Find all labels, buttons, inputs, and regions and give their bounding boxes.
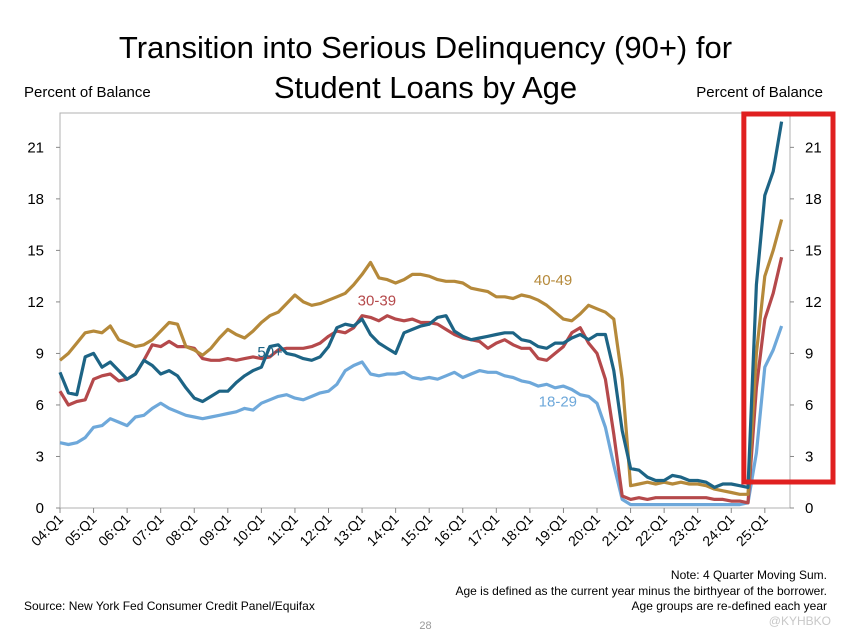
left-axis-unit-label: Percent of Balance [24,84,151,101]
y-tick-label-right: 3 [805,448,813,465]
y-tick-label-right: 18 [805,191,822,208]
x-tick-label: 10:Q1 [229,511,267,549]
y-tick-label-left: 18 [27,191,44,208]
y-tick-label-left: 9 [36,345,44,362]
note-line-3: Age groups are re-defined each year [631,599,827,613]
source-note: Source: New York Fed Consumer Credit Pan… [24,599,315,613]
series-line-40-49 [58,219,784,496]
series-label-18-29: 18-29 [539,393,577,410]
plot-frame [59,112,791,509]
note-line-1: Note: 4 Quarter Moving Sum. [670,568,827,582]
watermark: @KYHBKO [768,614,831,628]
note-line-2: Age is defined as the current year minus… [455,584,827,598]
y-tick-label-right: 0 [805,500,813,517]
series-label-30-39: 30-39 [358,293,396,310]
x-tick-label: 21:Q1 [598,511,636,549]
x-tick-label: 05:Q1 [61,511,99,549]
page-number: 28 [419,620,432,632]
x-tick-label: 25:Q1 [733,511,771,549]
x-tick-label: 09:Q1 [196,511,234,549]
y-tick-label-left: 21 [27,139,44,156]
chart-title-text: Transition into Serious Delinquency (90+… [118,30,733,105]
x-tick-label: 04:Q1 [28,511,66,549]
x-tick-label: 07:Q1 [129,511,167,549]
x-tick-label: 18:Q1 [498,511,536,549]
y-tick-label-left: 15 [27,242,44,259]
x-tick-label: 11:Q1 [264,511,302,549]
series-label-40-49: 40-49 [534,272,572,289]
x-tick-label: 08:Q1 [162,511,200,549]
right-axis-unit-label: Percent of Balance [696,84,823,101]
x-tick-label: 16:Q1 [431,511,469,549]
series-line-50+ [58,121,784,489]
y-tick-label-right: 21 [805,139,822,156]
y-tick-label-right: 15 [805,242,822,259]
x-tick-label: 15:Q1 [397,511,435,549]
x-tick-label: 12:Q1 [296,511,334,549]
series-line-18-29 [59,325,784,507]
x-tick-label: 20:Q1 [565,511,603,549]
chart-title: Transition into Serious Delinquency (90+… [0,28,851,108]
series-label-50+: 50+ [257,344,283,361]
x-tick-label: 13:Q1 [330,511,368,549]
x-tick-label: 06:Q1 [95,511,133,549]
y-tick-label-left: 3 [36,448,44,465]
x-tick-label: 23:Q1 [666,511,704,549]
x-tick-label: 19:Q1 [531,511,569,549]
x-tick-label: 17:Q1 [464,511,502,549]
y-tick-label-right: 6 [805,397,813,414]
x-tick-label: 22:Q1 [632,511,670,549]
y-tick-label-left: 12 [27,294,44,311]
highlight-box [741,111,836,485]
y-tick-label-right: 12 [805,294,822,311]
y-tick-label-right: 9 [805,345,813,362]
y-tick-label-left: 6 [36,397,44,414]
x-tick-label: 14:Q1 [363,511,401,549]
x-tick-label: 24:Q1 [699,511,737,549]
series-line-30-39 [58,256,784,505]
y-tick-label-left: 0 [36,500,44,517]
